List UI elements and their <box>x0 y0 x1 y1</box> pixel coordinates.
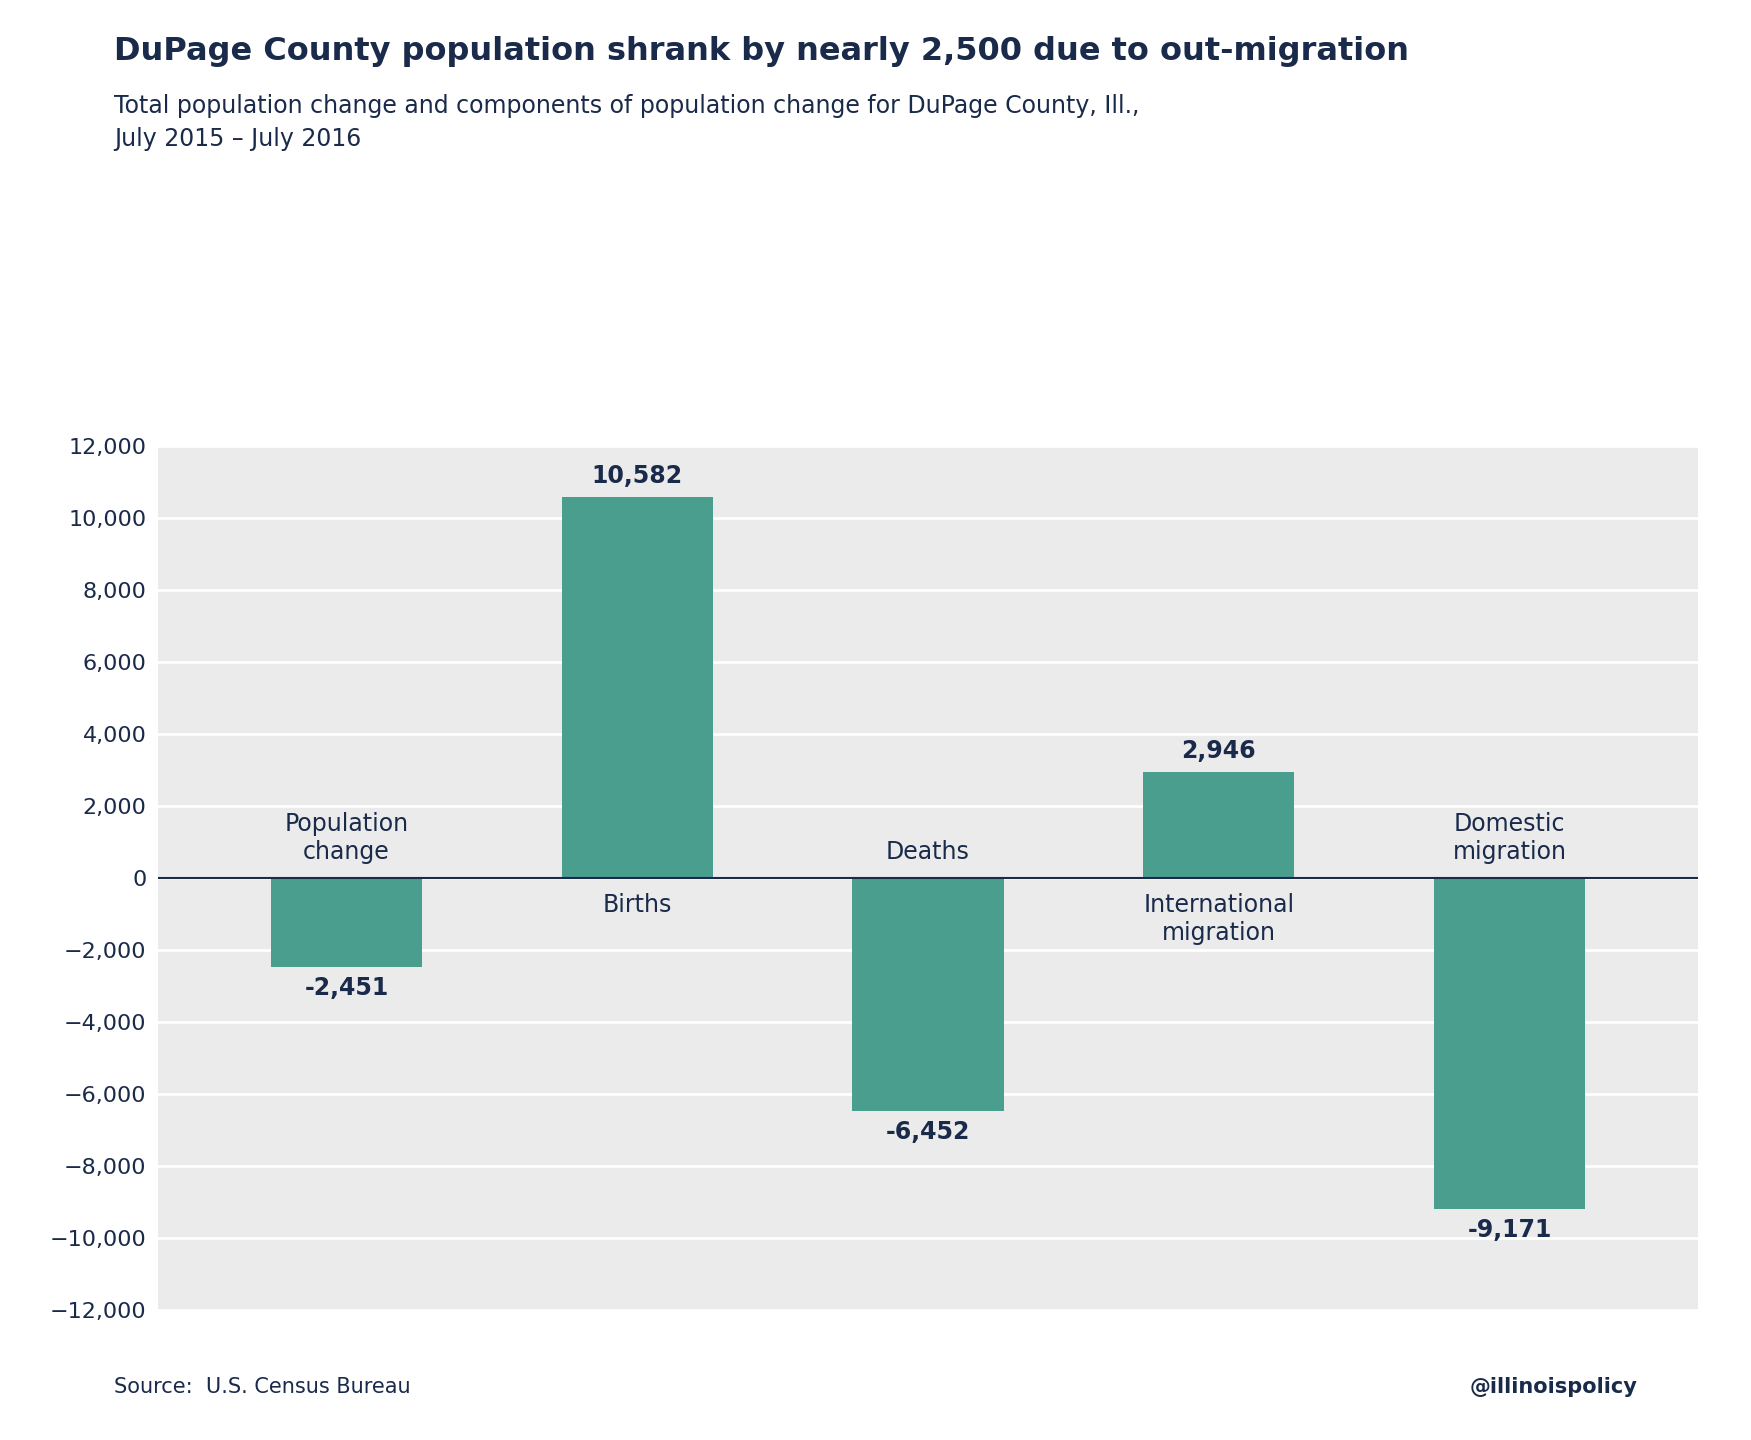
Text: Births: Births <box>602 893 672 917</box>
Bar <box>1143 772 1294 878</box>
Text: Source:  U.S. Census Bureau: Source: U.S. Census Bureau <box>114 1377 410 1397</box>
Bar <box>853 878 1003 1110</box>
Bar <box>562 497 713 878</box>
Text: DuPage County population shrank by nearly 2,500 due to out-migration: DuPage County population shrank by nearl… <box>114 36 1410 68</box>
Text: 10,582: 10,582 <box>592 465 683 488</box>
Text: Total population change and components of population change for DuPage County, I: Total population change and components o… <box>114 94 1140 151</box>
Text: @illinoispolicy: @illinoispolicy <box>1469 1377 1637 1397</box>
Text: Population
change: Population change <box>284 812 408 864</box>
Bar <box>271 878 422 966</box>
Text: Domestic
migration: Domestic migration <box>1453 812 1567 864</box>
Text: -9,171: -9,171 <box>1467 1218 1551 1241</box>
Text: 2,946: 2,946 <box>1182 739 1255 763</box>
Text: International
migration: International migration <box>1143 893 1294 945</box>
Text: -6,452: -6,452 <box>886 1120 970 1143</box>
Bar <box>1434 878 1585 1208</box>
Text: -2,451: -2,451 <box>305 976 389 999</box>
Text: Deaths: Deaths <box>886 840 970 864</box>
